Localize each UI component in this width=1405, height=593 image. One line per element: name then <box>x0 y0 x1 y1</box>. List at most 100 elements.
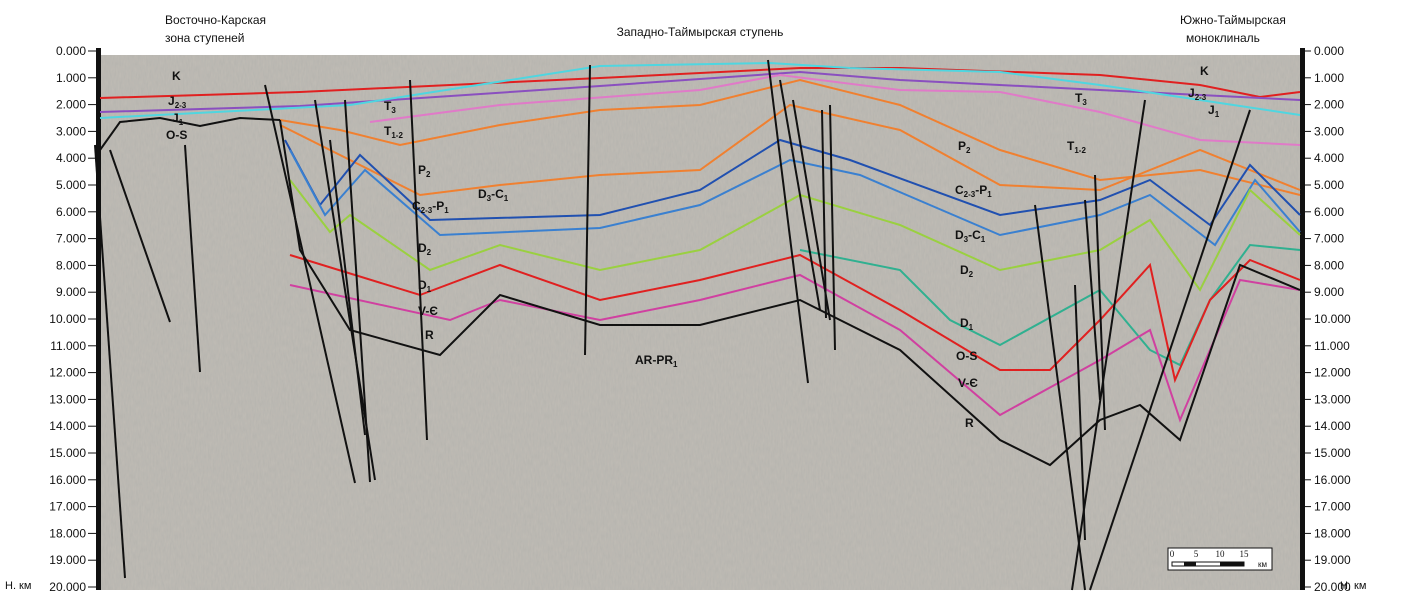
y-tick-label: 10.000 <box>49 312 86 326</box>
region-label: Восточно-Карская <box>165 13 266 27</box>
label-part: T <box>1075 91 1083 105</box>
fault <box>767 59 809 384</box>
label-part: 1-2 <box>391 131 403 140</box>
horizon <box>279 78 1301 196</box>
scale-label: 0 <box>1170 549 1175 559</box>
horizon-label: T3 <box>1075 91 1087 107</box>
horizon-label: D2 <box>418 241 432 257</box>
y-tick-label: 7.000 <box>1314 232 1344 246</box>
y-tick-label: 3.000 <box>1314 124 1344 138</box>
y-tick-label: 8.000 <box>1314 258 1344 272</box>
label-part: D <box>960 263 969 277</box>
y-tick-label: 5.000 <box>1314 178 1344 192</box>
horizon-label: V-Є <box>958 376 978 390</box>
horizon-label: D2 <box>960 263 974 279</box>
scale-label: 5 <box>1194 549 1199 559</box>
y-tick-label: 2.000 <box>1314 98 1344 112</box>
label-part: 2 <box>969 270 974 279</box>
fault <box>344 99 371 483</box>
y-tick-label: 0.000 <box>1314 44 1344 58</box>
y-tick-label: 9.000 <box>56 285 86 299</box>
horizon <box>99 67 1301 99</box>
fault <box>264 84 356 484</box>
y-tick-label: 0.000 <box>56 44 86 58</box>
horizon-label: P2 <box>958 139 971 155</box>
label-part: T <box>384 99 392 113</box>
y-tick-label: 6.000 <box>56 205 86 219</box>
label-part: T <box>384 124 392 138</box>
label-part: C <box>412 199 421 213</box>
label-part: -P <box>432 199 444 213</box>
label-part: 1 <box>504 194 509 203</box>
scale-segment <box>1184 562 1196 566</box>
horizon-label: T3 <box>384 99 396 115</box>
fault <box>409 79 428 441</box>
horizon-label: D1 <box>418 278 432 294</box>
label-part: 3 <box>1082 98 1087 107</box>
fault <box>792 99 831 321</box>
y-tick-label: 14.000 <box>1314 419 1351 433</box>
label-part: -C <box>968 228 981 242</box>
section-texture <box>100 55 1300 590</box>
region-label: моноклиналь <box>1186 31 1260 45</box>
y-tick-label: 11.000 <box>1314 339 1350 353</box>
y-tick-label: 16.000 <box>49 473 86 487</box>
horizon-label: O-S <box>166 128 187 142</box>
scale-segment <box>1220 562 1244 566</box>
y-tick-label: 4.000 <box>1314 151 1344 165</box>
horizon-label: R <box>965 416 974 430</box>
label-part: J <box>1208 103 1215 117</box>
label-part: -P <box>975 183 987 197</box>
region-label: Южно-Таймырская <box>1180 13 1286 27</box>
label-part: R <box>425 328 434 342</box>
horizon <box>799 243 1301 367</box>
label-part: 1 <box>969 323 974 332</box>
fault <box>1071 99 1146 591</box>
label-part: 2 <box>426 170 431 179</box>
horizon <box>289 273 1301 423</box>
horizon-label: J1 <box>1208 103 1220 119</box>
y-tick-label: 17.000 <box>1314 500 1351 514</box>
horizon <box>289 253 1301 384</box>
label-part: 3 <box>487 194 492 203</box>
fault <box>329 139 366 436</box>
label-part: J <box>172 111 179 125</box>
y-tick-label: 7.000 <box>56 232 86 246</box>
label-part: 1 <box>987 190 992 199</box>
y-tick-label: 18.000 <box>49 526 86 540</box>
horizon-label: V-Є <box>418 304 438 318</box>
label-part: O-S <box>956 349 977 363</box>
horizon <box>369 73 1301 146</box>
label-part: R <box>965 416 974 430</box>
basement <box>99 116 281 151</box>
fault <box>1074 284 1086 541</box>
label-part: D <box>418 278 427 292</box>
horizon-label: J2-3 <box>1188 86 1207 102</box>
y-tick-label: 11.000 <box>50 339 86 353</box>
label-part: 3 <box>964 235 969 244</box>
horizon <box>289 149 1301 247</box>
y-tick-label: 18.000 <box>1314 526 1351 540</box>
label-part: P <box>418 163 426 177</box>
horizon-label: T1-2 <box>1067 139 1086 155</box>
label-part: 2-3 <box>421 206 433 215</box>
fault <box>94 144 126 579</box>
y-tick-label: 2.000 <box>56 98 86 112</box>
label-part: 1 <box>981 235 986 244</box>
y-tick-label: 9.000 <box>1314 285 1344 299</box>
y-tick-label: 13.000 <box>1314 392 1351 406</box>
scale-unit: км <box>1258 560 1267 569</box>
fault <box>109 149 171 323</box>
horizon-label: AR-PR1 <box>635 353 678 369</box>
region-label: Западно-Таймырская ступень <box>617 25 784 39</box>
y-tick-label: 10.000 <box>1314 312 1351 326</box>
label-part: K <box>1200 64 1209 78</box>
horizon-label: J1 <box>172 111 184 127</box>
horizon-label: J2-3 <box>168 94 187 110</box>
label-part: V-Є <box>958 376 978 390</box>
fault <box>584 64 591 356</box>
label-part: P <box>958 139 966 153</box>
y-tick-label: 17.000 <box>49 500 86 514</box>
label-part: 2 <box>966 146 971 155</box>
fault <box>1094 174 1106 431</box>
